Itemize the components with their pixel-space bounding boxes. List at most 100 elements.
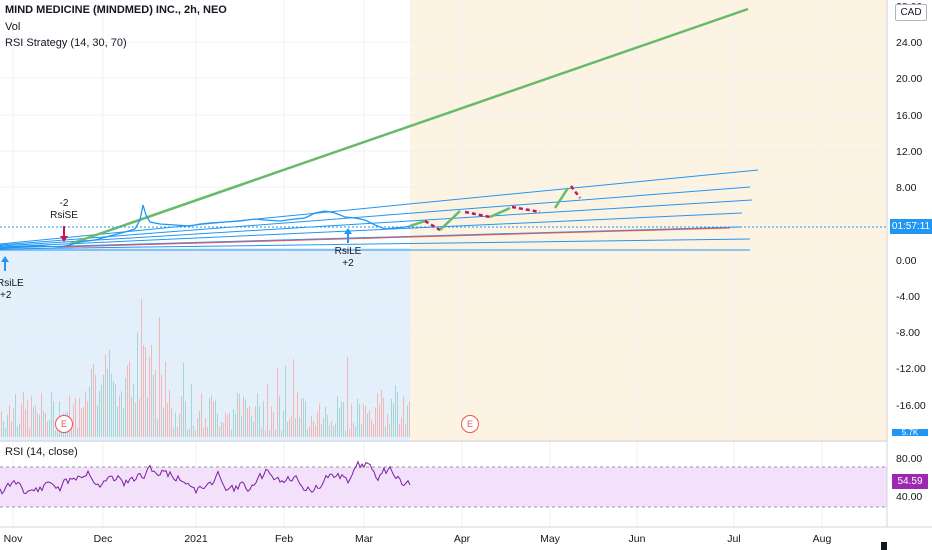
- volume-bar: [5, 427, 6, 437]
- volume-bar: [303, 398, 304, 437]
- price-label: 16.00: [896, 110, 922, 122]
- symbol-title[interactable]: MIND MEDICINE (MINDMED) INC., 2h, NEO: [5, 4, 227, 16]
- volume-bar: [201, 393, 202, 437]
- strategy-legend[interactable]: RSI Strategy (14, 30, 70): [5, 37, 127, 49]
- volume-bar: [185, 400, 186, 437]
- volume-bar: [373, 423, 374, 437]
- volume-bar: [153, 374, 154, 437]
- volume-bar: [369, 410, 370, 437]
- volume-bar: [357, 398, 358, 437]
- volume-bar: [115, 384, 116, 437]
- volume-bar: [353, 422, 354, 437]
- volume-legend[interactable]: Vol: [5, 21, 21, 33]
- volume-bar: [393, 403, 394, 437]
- volume-bar: [257, 393, 258, 437]
- volume-bar: [205, 417, 206, 437]
- volume-bar: [325, 406, 326, 437]
- volume-bar: [181, 396, 182, 437]
- volume-bar: [233, 409, 234, 437]
- volume-bar: [403, 396, 404, 437]
- volume-bar: [397, 392, 398, 437]
- volume-bar: [223, 422, 224, 437]
- time-label: Apr: [454, 533, 471, 545]
- volume-bar: [83, 407, 84, 437]
- volume-bar: [219, 426, 220, 437]
- signal-name: RsiSE: [50, 210, 78, 221]
- volume-bar: [333, 426, 334, 437]
- rsi-legend[interactable]: RSI (14, close): [5, 446, 78, 458]
- currency-button[interactable]: CAD: [895, 4, 927, 21]
- volume-bar: [321, 424, 322, 437]
- earnings-marker[interactable]: E: [461, 415, 479, 433]
- volume-bar: [195, 430, 196, 437]
- volume-bar: [95, 375, 96, 437]
- price-axis[interactable]: 28.00 24.00 20.00 16.00 12.00 8.00 0.00 …: [896, 1, 926, 503]
- volume-bar: [261, 427, 262, 437]
- volume-bar: [77, 427, 78, 437]
- earnings-marker[interactable]: E: [55, 415, 73, 433]
- volume-bar: [13, 408, 14, 437]
- volume-bar: [279, 395, 280, 437]
- time-label: Jul: [727, 533, 740, 545]
- rsi-line: [0, 460, 411, 495]
- volume-bar: [187, 430, 188, 437]
- volume-bar: [121, 391, 122, 437]
- volume-bar: [193, 425, 194, 437]
- rsi-value-tag: 54.59: [892, 474, 928, 489]
- time-label: Feb: [275, 533, 293, 545]
- volume-bar: [113, 381, 114, 437]
- volume-bar: [101, 384, 102, 437]
- volume-bar: [149, 356, 150, 437]
- scroll-handle[interactable]: [881, 542, 887, 550]
- volume-bar: [109, 349, 110, 437]
- volume-bar: [137, 332, 138, 437]
- volume-bar: [277, 368, 278, 437]
- volume-bar: [231, 429, 232, 437]
- volume-bar: [225, 412, 226, 437]
- volume-bar: [349, 428, 350, 437]
- signal-rsile-2: [344, 228, 352, 243]
- volume-bar: [345, 430, 346, 437]
- volume-bar: [75, 397, 76, 437]
- volume-bar: [119, 395, 120, 437]
- volume-bar: [27, 400, 28, 437]
- volume-bar: [41, 392, 42, 437]
- volume-bar: [173, 427, 174, 437]
- volume-bar: [379, 404, 380, 437]
- volume-bar: [391, 398, 392, 437]
- volume-bar: [287, 421, 288, 437]
- volume-bar: [389, 423, 390, 437]
- volume-bar: [29, 427, 30, 437]
- volume-bar: [117, 406, 118, 437]
- volume-bar: [355, 426, 356, 437]
- volume-bar: [55, 430, 56, 437]
- time-label: Aug: [813, 533, 832, 545]
- volume-bar: [161, 374, 162, 437]
- volume-bar: [211, 395, 212, 437]
- volume-bar: [135, 402, 136, 437]
- volume-bar: [285, 365, 286, 437]
- volume-bar: [79, 397, 80, 437]
- volume-bar: [141, 299, 142, 437]
- volume-bar: [275, 429, 276, 437]
- volume-bar: [253, 421, 254, 437]
- volume-bar: [11, 421, 12, 437]
- time-label: Mar: [355, 533, 374, 545]
- volume-bar: [171, 407, 172, 437]
- volume-bar: [293, 359, 294, 437]
- volume-bar: [383, 397, 384, 437]
- volume-bar: [49, 420, 50, 437]
- price-label: 24.00: [896, 37, 922, 49]
- volume-bar: [89, 386, 90, 437]
- price-label: 0.00: [896, 255, 917, 267]
- time-axis[interactable]: Nov Dec 2021 Feb Mar Apr May Jun Jul Aug: [4, 533, 832, 545]
- volume-bar: [243, 396, 244, 437]
- volume-bar: [165, 361, 166, 437]
- volume-bar: [91, 368, 92, 437]
- current-price-tag: 01:57:11: [890, 219, 932, 234]
- volume-bar: [169, 389, 170, 437]
- volume-bar: [249, 405, 250, 437]
- volume-bar: [273, 412, 274, 437]
- volume-bar: [401, 417, 402, 437]
